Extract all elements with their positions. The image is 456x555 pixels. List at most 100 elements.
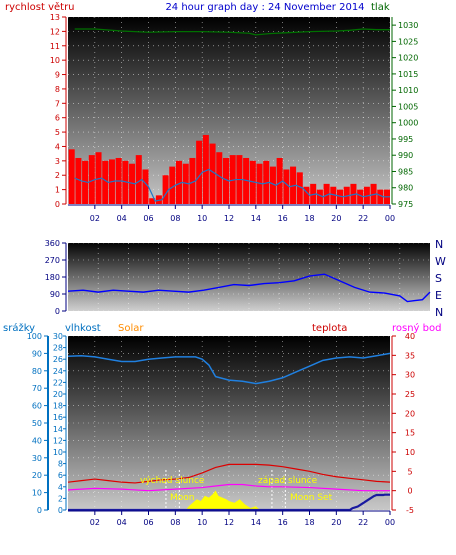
wind-speed-bar xyxy=(142,169,149,204)
humidity-tick-label: 12 xyxy=(53,436,63,445)
dewpoint-line xyxy=(67,483,390,492)
humidity-tick-label: 30 xyxy=(53,332,63,341)
wind-tick-label: 2 xyxy=(55,171,60,180)
humidity-tick-label: 4 xyxy=(58,483,63,492)
wind-tick-label: 9 xyxy=(55,71,60,80)
wind-speed-bar xyxy=(243,157,250,204)
rain-tick-label: 80 xyxy=(32,367,42,376)
dewpoint-axis-label: rosný bod xyxy=(392,322,441,334)
wind-speed-bar xyxy=(82,160,89,204)
compass-label: E xyxy=(435,289,442,302)
time-tick-label: 10 xyxy=(197,214,207,223)
time-tick-label: 00 xyxy=(385,214,395,223)
humidity-tick-label: 8 xyxy=(58,460,63,469)
wind-speed-bar xyxy=(155,195,162,204)
pressure-tick-label: 995 xyxy=(398,135,413,144)
wind-speed-bar xyxy=(296,172,303,204)
temperature-tick-label: 5 xyxy=(407,467,412,476)
humidity-tick-label: 22 xyxy=(53,378,63,387)
pressure-tick-label: 1020 xyxy=(398,54,418,63)
humidity-tick-label: 14 xyxy=(53,425,63,434)
wind-speed-bar xyxy=(209,143,216,204)
rain-axis-label: srážky xyxy=(3,322,35,334)
temperature-tick-label: 0 xyxy=(407,487,412,496)
wind-speed-bar xyxy=(169,166,176,204)
time-tick-label: 16 xyxy=(278,214,288,223)
wind-speed-bar xyxy=(370,183,377,204)
pressure-axis-label: tlak xyxy=(371,2,390,13)
sun-moon-annotations: východ slunce západ slunce Moon Moon Set xyxy=(140,476,333,503)
wind-speed-bar xyxy=(102,160,109,204)
direction-degree-axis: 0 90 180 270 360 xyxy=(45,239,67,316)
wind-speed-bar xyxy=(202,134,209,204)
wind-speed-bar xyxy=(75,157,82,204)
wind-speed-bar xyxy=(343,186,350,204)
wind-direction-series xyxy=(67,273,431,303)
wind-speed-bar xyxy=(129,163,136,204)
wind-speed-bar xyxy=(88,155,95,204)
wind-speed-bar xyxy=(276,157,283,204)
temperature-tick-label: -5 xyxy=(406,506,414,515)
wind-speed-bar xyxy=(216,152,223,204)
direction-tick-label: 0 xyxy=(55,307,60,316)
temperature-tick-label: 25 xyxy=(405,390,415,399)
pressure-tick-label: 1025 xyxy=(398,37,418,46)
humidity-line xyxy=(67,352,391,385)
wind-speed-bar xyxy=(316,189,323,204)
sunset-label: západ slunce xyxy=(258,476,318,486)
wind-tick-label: 7 xyxy=(55,99,60,108)
rain-tick-label: 100 xyxy=(27,332,42,341)
solar-axis-label: Solar xyxy=(118,323,144,334)
time-axis-wind: 02 04 06 08 10 12 14 16 18 20 22 00 xyxy=(68,204,395,223)
pressure-tick-label: 1030 xyxy=(398,21,418,30)
rain-tick-label: 40 xyxy=(32,436,42,445)
pressure-tick-label: 1015 xyxy=(398,70,418,79)
wind-speed-bar xyxy=(330,186,337,204)
time-tick-label: 08 xyxy=(170,518,180,527)
humidity-tick-label: 10 xyxy=(53,448,63,457)
rain-tick-label: 50 xyxy=(32,419,42,428)
time-tick-label: 08 xyxy=(170,214,180,223)
wind-axis-label: rychlost větru xyxy=(5,1,75,13)
humidity-tick-label: 26 xyxy=(53,355,63,364)
pressure-tick-label: 985 xyxy=(398,167,413,176)
wind-speed-bar xyxy=(377,189,384,204)
humidity-tick-label: 18 xyxy=(53,402,63,411)
time-tick-label: 06 xyxy=(143,214,153,223)
humidity-tick-label: 0 xyxy=(58,506,63,515)
temperature-series xyxy=(67,463,391,484)
time-tick-label: 22 xyxy=(358,214,368,223)
temperature-tick-label: 10 xyxy=(405,448,415,457)
time-tick-label: 06 xyxy=(143,518,153,527)
temperature-line xyxy=(67,463,391,484)
moonset-label: Moon Set xyxy=(290,493,333,503)
wind-tick-label: 5 xyxy=(55,128,60,137)
temperature-tick-label: 15 xyxy=(405,429,415,438)
wind-tick-label: 13 xyxy=(50,13,60,22)
wind-speed-bar xyxy=(196,140,203,204)
wind-speed-bar xyxy=(303,186,310,204)
time-tick-label: 02 xyxy=(90,518,100,527)
pressure-tick-label: 1010 xyxy=(398,86,418,95)
wind-tick-label: 3 xyxy=(55,157,60,166)
rain-series xyxy=(68,493,390,512)
compass-label: S xyxy=(435,272,442,285)
wind-speed-bar xyxy=(176,160,183,204)
pressure-tick-label: 975 xyxy=(398,200,413,209)
rain-tick-label: 10 xyxy=(32,489,42,498)
humidity-tick-label: 24 xyxy=(53,367,63,376)
wind-average-series xyxy=(74,168,390,202)
direction-tick-label: 360 xyxy=(45,239,60,248)
climate-panel: srážky vlhkost Solar teplota rosný bod v… xyxy=(3,322,441,527)
time-tick-label: 04 xyxy=(117,214,127,223)
time-tick-label: 12 xyxy=(224,518,234,527)
wind-pressure-panel: rychlost větru 24 hour graph day : 24 No… xyxy=(5,1,418,223)
wind-speed-bar xyxy=(95,152,102,204)
wind-speed-bar xyxy=(149,198,156,204)
time-tick-label: 04 xyxy=(117,518,127,527)
wind-average-line xyxy=(74,168,390,202)
time-tick-label: 20 xyxy=(331,214,341,223)
